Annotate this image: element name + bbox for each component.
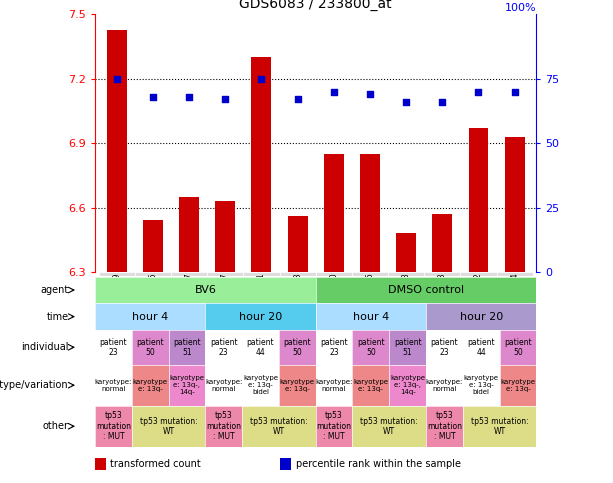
Bar <box>504 137 525 272</box>
Text: GSM1528451: GSM1528451 <box>257 272 266 326</box>
Text: GSM1528450: GSM1528450 <box>329 272 338 326</box>
Text: GSM1528453: GSM1528453 <box>293 272 302 326</box>
Text: karyotype
e: 13q-
bidel: karyotype e: 13q- bidel <box>243 375 278 395</box>
Bar <box>396 233 416 272</box>
Bar <box>179 197 199 272</box>
Text: GSM1528452: GSM1528452 <box>474 272 483 326</box>
Bar <box>460 272 497 276</box>
Point <box>256 75 266 83</box>
Text: GSM1528454: GSM1528454 <box>510 272 519 326</box>
Bar <box>280 272 316 276</box>
Text: BV6: BV6 <box>194 285 216 295</box>
Text: patient
23: patient 23 <box>210 338 238 357</box>
Bar <box>360 154 380 272</box>
Point <box>402 98 411 106</box>
Bar <box>95 458 106 470</box>
Text: hour 20: hour 20 <box>460 312 503 322</box>
Point <box>148 93 158 101</box>
Text: individual: individual <box>21 342 69 352</box>
Text: tp53 mutation:
WT: tp53 mutation: WT <box>471 416 528 436</box>
Bar <box>135 272 171 276</box>
Point <box>329 88 339 96</box>
Point <box>510 88 520 96</box>
Bar <box>107 29 127 272</box>
Text: patient
50: patient 50 <box>504 338 532 357</box>
Text: DMSO control: DMSO control <box>388 285 464 295</box>
Text: transformed count: transformed count <box>110 459 201 469</box>
Bar <box>171 272 207 276</box>
Text: hour 4: hour 4 <box>352 312 389 322</box>
Bar <box>207 272 243 276</box>
Text: patient
44: patient 44 <box>246 338 275 357</box>
Text: percentile rank within the sample: percentile rank within the sample <box>296 459 461 469</box>
Text: karyotype
e: 13q-: karyotype e: 13q- <box>353 379 389 392</box>
Bar <box>316 272 352 276</box>
Point <box>438 98 447 106</box>
Bar <box>280 458 291 470</box>
Bar <box>287 216 308 272</box>
Text: karyotype:
normal: karyotype: normal <box>205 379 242 392</box>
Point <box>112 75 121 83</box>
Text: hour 4: hour 4 <box>132 312 169 322</box>
Text: tp53 mutation:
WT: tp53 mutation: WT <box>250 416 308 436</box>
Text: karyotype
e: 13q-: karyotype e: 13q- <box>132 379 168 392</box>
Bar <box>243 272 280 276</box>
Text: patient
51: patient 51 <box>394 338 422 357</box>
Text: patient
50: patient 50 <box>283 338 311 357</box>
Point <box>474 88 484 96</box>
Text: tp53
mutation
: MUT: tp53 mutation : MUT <box>316 412 352 441</box>
Bar <box>251 57 272 272</box>
Text: tp53
mutation
: MUT: tp53 mutation : MUT <box>427 412 462 441</box>
Text: GSM1528448: GSM1528448 <box>438 272 447 326</box>
Point <box>365 90 375 98</box>
Text: patient
44: patient 44 <box>467 338 495 357</box>
Text: karyotype
e: 13q-: karyotype e: 13q- <box>500 379 536 392</box>
Text: GSM1528455: GSM1528455 <box>148 272 158 326</box>
Text: karyotype
e: 13q-,
14q-: karyotype e: 13q-, 14q- <box>390 375 425 395</box>
Bar <box>497 272 533 276</box>
Point <box>292 96 302 103</box>
Text: other: other <box>42 421 69 431</box>
Text: tp53 mutation:
WT: tp53 mutation: WT <box>360 416 418 436</box>
Text: GSM1528458: GSM1528458 <box>402 272 411 326</box>
Text: karyotype
e: 13q-
bidel: karyotype e: 13q- bidel <box>463 375 499 395</box>
Text: 100%: 100% <box>504 3 536 13</box>
Text: patient
51: patient 51 <box>173 338 201 357</box>
Text: patient
50: patient 50 <box>136 338 164 357</box>
Text: karyotype:
normal: karyotype: normal <box>426 379 463 392</box>
Point <box>220 96 230 103</box>
Bar <box>468 128 489 272</box>
Text: agent: agent <box>40 285 69 295</box>
Bar <box>99 272 135 276</box>
Text: patient
23: patient 23 <box>99 338 128 357</box>
Bar <box>424 272 460 276</box>
Text: karyotype:
normal: karyotype: normal <box>316 379 352 392</box>
Text: karyotype
e: 13q-,
14q-: karyotype e: 13q-, 14q- <box>169 375 205 395</box>
Text: genotype/variation: genotype/variation <box>0 380 69 390</box>
Bar <box>432 214 452 272</box>
Text: time: time <box>47 312 69 322</box>
Bar <box>143 220 163 272</box>
Text: tp53
mutation
: MUT: tp53 mutation : MUT <box>206 412 242 441</box>
Text: karyotype:
normal: karyotype: normal <box>95 379 132 392</box>
Text: GSM1528456: GSM1528456 <box>365 272 375 326</box>
Text: GSM1528447: GSM1528447 <box>221 272 230 326</box>
Text: GSM1528449: GSM1528449 <box>112 272 121 326</box>
Text: karyotype
e: 13q-: karyotype e: 13q- <box>280 379 315 392</box>
Point <box>184 93 194 101</box>
Text: hour 20: hour 20 <box>239 312 282 322</box>
Bar <box>215 201 235 272</box>
Text: tp53 mutation:
WT: tp53 mutation: WT <box>140 416 197 436</box>
Text: patient
50: patient 50 <box>357 338 385 357</box>
Text: patient
23: patient 23 <box>320 338 348 357</box>
Title: GDS6083 / 233800_at: GDS6083 / 233800_at <box>240 0 392 11</box>
Text: tp53
mutation
: MUT: tp53 mutation : MUT <box>96 412 131 441</box>
Text: patient
23: patient 23 <box>430 338 459 357</box>
Bar <box>324 154 344 272</box>
Bar <box>388 272 424 276</box>
Bar <box>352 272 388 276</box>
Text: GSM1528457: GSM1528457 <box>185 272 194 326</box>
